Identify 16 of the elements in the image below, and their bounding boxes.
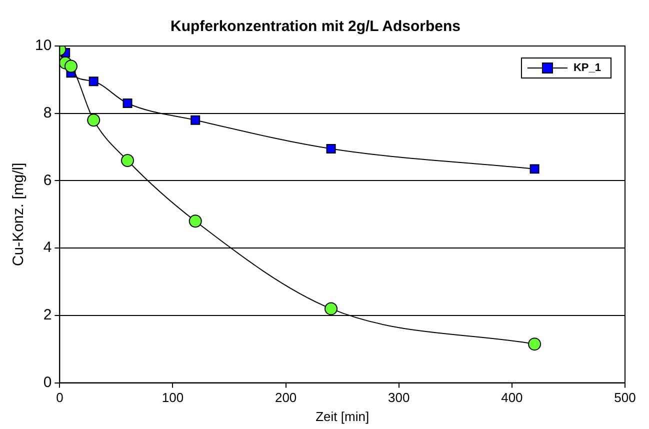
y-tick-label: 10 [34,37,52,54]
y-tick-label: 8 [43,104,52,122]
x-tick-label: 500 [614,390,636,406]
x-tick-label: 0 [56,390,64,406]
x-tick-label: 400 [501,390,523,406]
x-tick-label: 200 [274,390,297,406]
legend-label: KP_1 [573,62,602,74]
y-tick-label: 0 [43,374,52,391]
y-tick-label: 4 [43,239,52,256]
chart-title: Kupferkonzentration mit 2g/L Adsorbens [170,18,461,36]
x-axis-title: Zeit [min] [316,408,370,424]
y-tick-label: 2 [43,306,52,324]
y-axis-title: Cu-Konz. [mg/l] [10,162,28,266]
x-tick-label: 300 [388,390,410,406]
x-tick-label: 100 [162,390,184,406]
y-tick-label: 6 [43,172,52,189]
